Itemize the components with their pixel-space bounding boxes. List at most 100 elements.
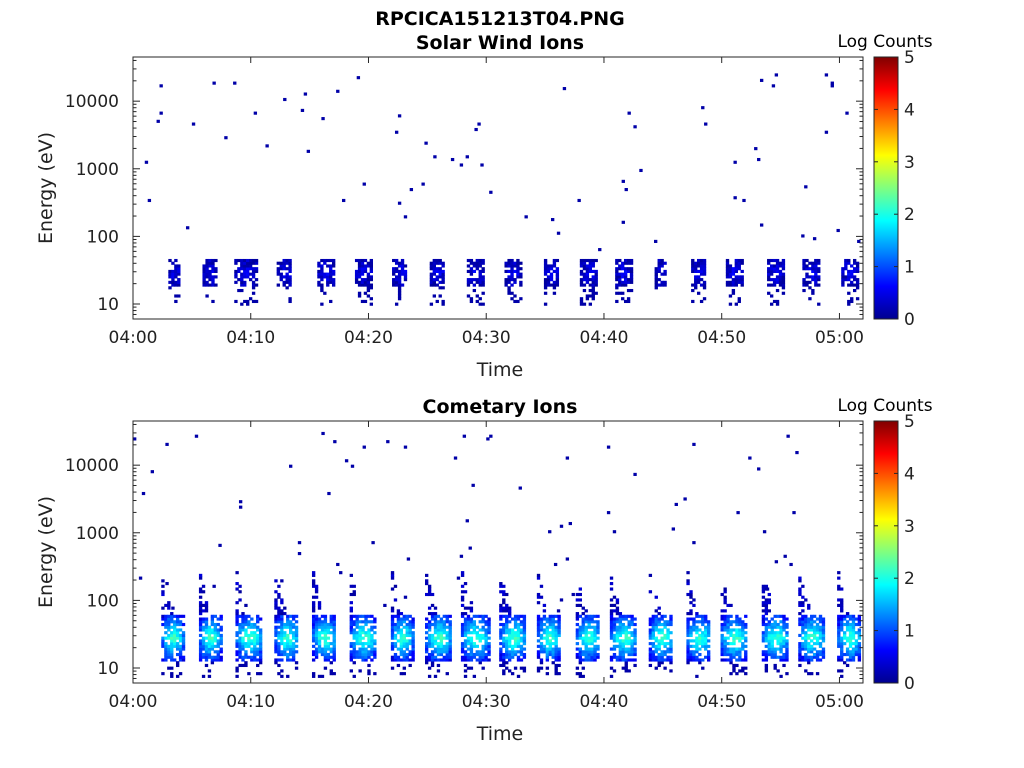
heatmap-cell <box>810 672 814 676</box>
heatmap-cell <box>198 573 203 577</box>
heatmap-cell <box>770 622 774 627</box>
heatmap-cell <box>481 650 485 654</box>
heatmap-cell <box>609 587 614 591</box>
heatmap-cell <box>390 666 395 670</box>
heatmap-cell <box>207 631 212 635</box>
heatmap-cell <box>291 633 296 638</box>
heatmap-cell <box>519 650 524 654</box>
heatmap-cell <box>402 655 406 659</box>
heatmap-cell <box>762 530 767 534</box>
heatmap-cell <box>218 543 222 547</box>
heatmap-cell <box>815 652 820 657</box>
heatmap-cell <box>648 663 653 668</box>
heatmap-cell <box>251 275 256 279</box>
heatmap-cell <box>178 672 183 676</box>
heatmap-cell <box>167 652 171 657</box>
heatmap-cell <box>660 639 664 643</box>
heatmap-cell <box>445 655 449 659</box>
heatmap-cell <box>311 639 316 643</box>
heatmap-cell <box>593 658 597 662</box>
heatmap-cell <box>767 261 771 265</box>
heatmap-cell <box>510 650 515 654</box>
heatmap-cell <box>360 264 365 268</box>
heatmap-cell <box>276 272 280 276</box>
heatmap-cell <box>323 658 328 662</box>
heatmap-cell <box>170 625 174 629</box>
heatmap-cell <box>651 644 655 648</box>
heatmap-cell <box>286 647 290 651</box>
heatmap-cell <box>487 650 491 654</box>
heatmap-cell <box>256 642 260 646</box>
heatmap-cell <box>393 644 398 648</box>
heatmap-cell <box>258 636 263 640</box>
heatmap-cell <box>578 672 582 676</box>
heatmap-cell <box>433 628 438 632</box>
heatmap-cell <box>737 267 741 271</box>
heatmap-cell <box>282 261 286 265</box>
heatmap-cell <box>248 258 253 263</box>
heatmap-cell <box>436 663 441 668</box>
heatmap-cell <box>744 655 748 659</box>
heatmap-cell <box>663 283 667 287</box>
heatmap-cell <box>507 288 511 293</box>
heatmap-cell <box>801 234 805 238</box>
heatmap-cell <box>764 658 769 662</box>
heatmap-cell <box>291 625 296 629</box>
heatmap-cell <box>505 644 509 648</box>
heatmap-cell <box>591 264 595 268</box>
heatmap-cell <box>396 612 401 616</box>
heatmap-cell <box>321 431 325 436</box>
heatmap-cell <box>216 639 220 643</box>
heatmap-cell <box>332 652 336 657</box>
x-tick-label: 05:00 <box>815 328 864 348</box>
heatmap-cell <box>578 603 582 607</box>
heatmap-cell <box>469 269 474 274</box>
heatmap-cell <box>782 642 786 646</box>
heatmap-cell <box>552 261 557 265</box>
heatmap-cell <box>326 272 330 276</box>
heatmap-cell <box>484 652 488 657</box>
heatmap-cell <box>390 655 395 659</box>
heatmap-cell <box>402 658 406 662</box>
heatmap-cell <box>499 622 503 627</box>
heatmap-cell <box>331 280 336 284</box>
heatmap-cell <box>460 598 465 602</box>
heatmap-cell <box>612 530 617 534</box>
heatmap-cell <box>453 456 458 460</box>
heatmap-cell <box>761 601 766 605</box>
heatmap-cell <box>764 612 769 616</box>
heatmap-cell <box>575 612 580 616</box>
heatmap-cell <box>609 636 614 640</box>
heatmap-cell <box>857 650 862 654</box>
heatmap-cell <box>510 631 515 635</box>
heatmap-cell <box>593 620 597 624</box>
heatmap-cell <box>238 631 242 635</box>
heatmap-cell <box>320 636 325 640</box>
heatmap-cell <box>411 631 415 635</box>
heatmap-cell <box>168 269 172 274</box>
heatmap-cell <box>364 620 368 624</box>
heatmap-cell <box>256 636 260 640</box>
heatmap-cell <box>543 286 548 290</box>
heatmap-cell <box>706 644 711 648</box>
heatmap-cell <box>691 288 695 293</box>
heatmap-cell <box>575 617 580 621</box>
heatmap-cell <box>355 652 359 657</box>
heatmap-cell <box>660 264 664 268</box>
heatmap-cell <box>575 636 580 640</box>
heatmap-cell <box>735 617 739 621</box>
heatmap-cell <box>349 609 353 613</box>
heatmap-cell <box>633 617 637 621</box>
heatmap-cell <box>773 666 777 670</box>
heatmap-cell <box>336 89 340 93</box>
heatmap-cell <box>744 652 748 657</box>
heatmap-cell <box>779 639 783 643</box>
heatmap-cell <box>814 269 818 274</box>
heatmap-cell <box>767 631 771 635</box>
heatmap-cell <box>557 628 561 632</box>
heatmap-cell <box>429 261 434 265</box>
heatmap-cell <box>660 261 664 265</box>
heatmap-cell <box>549 278 554 282</box>
heatmap-cell <box>855 261 860 265</box>
heatmap-cell <box>782 625 786 629</box>
